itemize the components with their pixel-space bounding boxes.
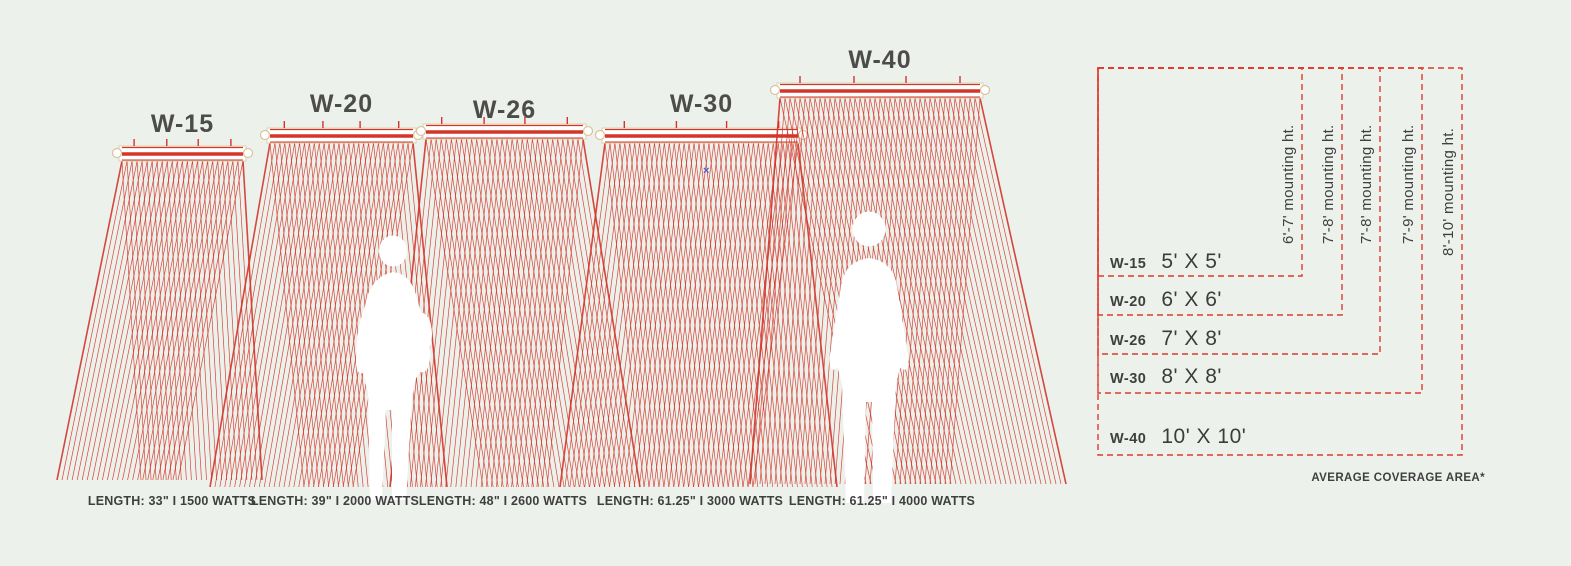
mounting-height-label: 7'-8' mounting ht. — [1320, 124, 1337, 244]
model-cell: W-26 — [1110, 333, 1147, 349]
table-row: W-20 6' X 6' — [1110, 288, 1222, 312]
table-row: W-26 7' X 8' — [1110, 327, 1222, 351]
area-cell: 6' X 6' — [1161, 288, 1222, 311]
model-cell: W-40 — [1110, 431, 1147, 447]
model-cell: W-15 — [1110, 256, 1147, 272]
table-row: W-30 8' X 8' — [1110, 365, 1222, 389]
area-cell: 5' X 5' — [1161, 250, 1222, 273]
mounting-height-label: 6'-7' mounting ht. — [1280, 124, 1297, 244]
model-cell: W-30 — [1110, 371, 1147, 387]
heater-spec-label: LENGTH: 61.25" I 4000 WATTS — [788, 494, 976, 508]
heater-spec-label: LENGTH: 39" I 2000 WATTS — [250, 494, 420, 508]
heater-spec-label: LENGTH: 48" I 2600 WATTS — [418, 494, 588, 508]
person-silhouette-large — [829, 211, 909, 503]
blue-x-marker: × — [703, 165, 710, 177]
person-silhouette-small — [355, 235, 432, 500]
heater-label: W-26 — [472, 96, 537, 124]
area-cell: 10' X 10' — [1161, 425, 1247, 448]
area-cell: 7' X 8' — [1161, 327, 1222, 350]
heater-label: W-15 — [150, 110, 215, 138]
mounting-height-label: 7'-8' mounting ht. — [1358, 124, 1375, 244]
heater-label: W-20 — [309, 90, 374, 118]
heater-spec-label: LENGTH: 61.25" I 3000 WATTS — [596, 494, 784, 508]
generated-rays-and-boxes — [56, 67, 1463, 488]
model-cell: W-20 — [1110, 294, 1147, 310]
heater-label: W-40 — [848, 46, 912, 74]
heater-label: W-30 — [669, 90, 734, 118]
mounting-height-label: 7'-9' mounting ht. — [1400, 124, 1417, 244]
table-row: W-15 5' X 5' — [1110, 250, 1222, 274]
heater-spec-label: LENGTH: 33" I 1500 WATTS — [87, 494, 257, 508]
mounting-height-label: 8'-10' mounting ht. — [1440, 127, 1457, 256]
area-cell: 8' X 8' — [1161, 365, 1222, 388]
coverage-footnote: AVERAGE COVERAGE AREA* — [1311, 472, 1485, 484]
table-row: W-40 10' X 10' — [1110, 425, 1246, 449]
